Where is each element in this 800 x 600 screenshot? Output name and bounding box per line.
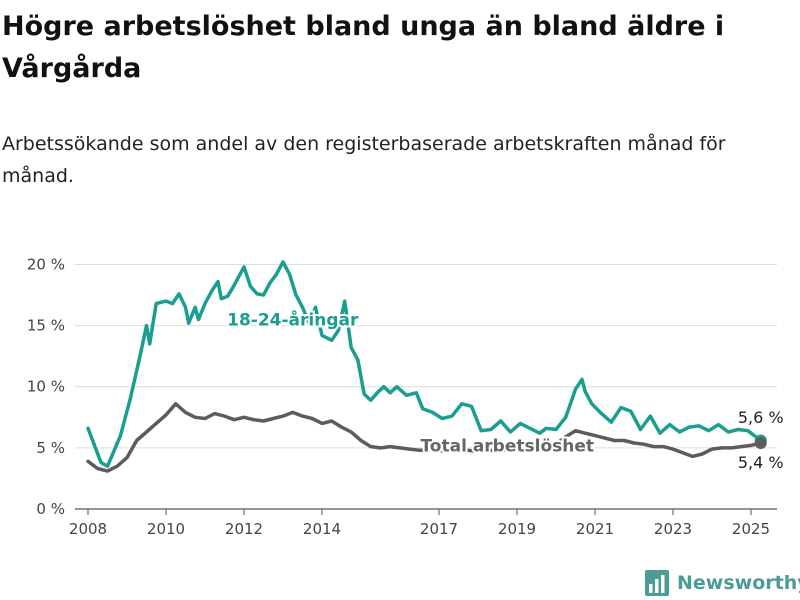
end-label-total: 5,4 % [738, 453, 784, 472]
x-tick-label: 2019 [498, 520, 536, 538]
y-tick-label: 5 % [36, 439, 65, 457]
y-axis-ticks: 0 % 5 % 10 % 15 % 20 % [27, 255, 65, 518]
y-tick-label: 10 % [27, 378, 65, 396]
x-tick-label: 2021 [576, 520, 614, 538]
bar-chart-logo-icon [645, 570, 669, 596]
x-tick-label: 2017 [420, 520, 458, 538]
series-line-total [86, 402, 763, 473]
y-tick-label: 20 % [27, 255, 65, 273]
end-point-total [754, 436, 767, 449]
line-chart: 0 %5 %10 %15 %20 % 2008 2010 2012 2014 2017 2… [27, 255, 786, 538]
chart-title: Högre arbetslöshet bland unga än bland ä… [2, 11, 725, 84]
x-tick-label: 2014 [303, 520, 341, 538]
y-tick-label: 0 % [36, 500, 65, 518]
brand-name: Newsworthy [677, 572, 800, 594]
x-axis-ticks: 2008 2010 2012 2014 2017 2019 2021 2023 2025 [69, 509, 770, 538]
end-label-youth: 5,6 % [738, 408, 784, 427]
x-tick-label: 2023 [654, 520, 692, 538]
series-lines [86, 260, 767, 473]
series-label-total: Total arbetslöshet [420, 437, 594, 457]
brand-logo: Newsworthy [645, 568, 800, 598]
series-line-youth [86, 260, 763, 468]
gridlines [75, 263, 777, 510]
x-tick-label: 2025 [732, 520, 770, 538]
series-label-youth: 18-24-åringar [227, 309, 359, 331]
x-tick-label: 2012 [225, 520, 263, 538]
series-labels: 18-24-åringar Total arbetslöshet 5,6 % 5,4 … [225, 307, 785, 474]
y-tick-label: 15 % [27, 317, 65, 335]
chart-subtitle: Arbetssökande som andel av den registerb… [2, 133, 726, 187]
x-tick-label: 2008 [69, 520, 107, 538]
x-tick-label: 2010 [147, 520, 185, 538]
